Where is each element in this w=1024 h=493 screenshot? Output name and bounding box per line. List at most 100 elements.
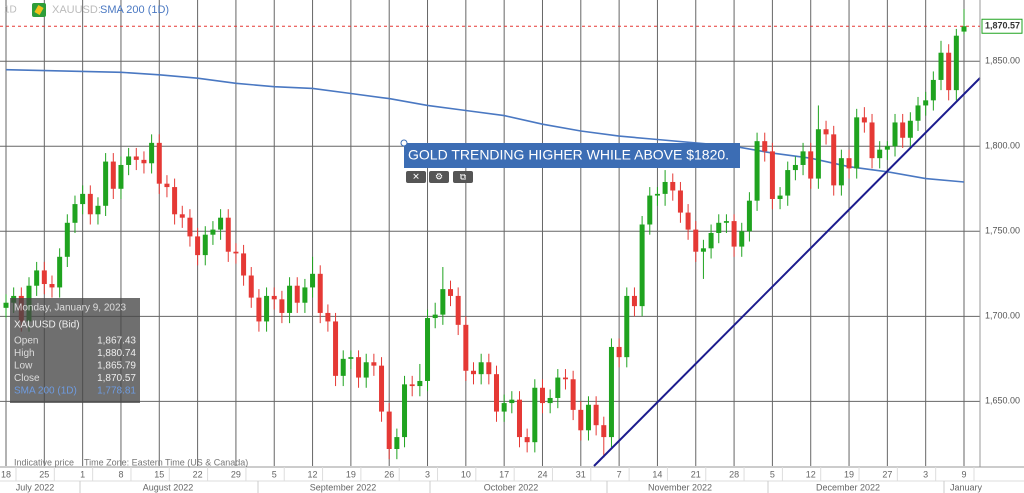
tooltip-value: 1,870.57 — [97, 373, 136, 384]
symbol-icon-bar — [34, 5, 44, 15]
footer-timezone: Time Zone: Eastern Time (US & Canada) — [84, 457, 248, 467]
month-label: January — [950, 482, 983, 492]
candle-body — [493, 374, 499, 412]
candle-body — [624, 295, 630, 358]
x-tick-label: 18 — [1, 469, 11, 479]
candle-body — [654, 193, 660, 196]
tooltip-value: 1,778.81 — [97, 386, 136, 397]
tooltip-label: Low — [14, 361, 33, 372]
tooltip-label: High — [14, 348, 35, 359]
x-tick-label: 5 — [770, 469, 775, 479]
candle-body — [838, 158, 844, 186]
delete-button[interactable] — [406, 171, 426, 183]
candle-body — [509, 399, 515, 404]
candle-body — [769, 151, 775, 199]
candle-body — [647, 195, 653, 225]
candle-body — [677, 190, 683, 213]
candle-body — [340, 358, 346, 376]
candle-body — [302, 287, 308, 303]
x-tick-label: 3 — [425, 469, 430, 479]
candle-body — [800, 151, 806, 165]
candle-body — [363, 362, 369, 378]
x-tick-label: 8 — [118, 469, 123, 479]
x-tick-label: 10 — [461, 469, 471, 479]
candle-body — [831, 134, 837, 186]
candle-body — [877, 149, 883, 159]
delete-icon: ✕ — [412, 171, 420, 181]
candle-body — [593, 404, 599, 426]
candle-body — [133, 156, 139, 160]
candle-body — [486, 362, 492, 375]
last-price-label: 1,870.57 — [985, 21, 1020, 31]
x-tick-label: 26 — [384, 469, 394, 479]
candle-body — [402, 384, 408, 438]
candle-body — [49, 284, 55, 288]
candle-body — [785, 170, 791, 196]
candle-body — [754, 141, 760, 201]
month-label: August 2022 — [143, 482, 194, 492]
footer-note: Indicative price — [14, 457, 74, 467]
candle-body — [708, 233, 714, 249]
candle-body — [915, 105, 921, 121]
candle-body — [555, 377, 561, 398]
x-tick-label: 27 — [882, 469, 892, 479]
y-tick-label: 1,650.00 — [985, 396, 1020, 406]
candle-body — [233, 251, 239, 254]
candle-body — [946, 52, 952, 91]
x-tick-label: 15 — [154, 469, 164, 479]
candle-body — [179, 214, 185, 218]
candle-body — [455, 295, 461, 325]
candle-body — [156, 142, 162, 184]
candle-body — [202, 234, 208, 256]
candle-body — [95, 205, 101, 215]
candle-body — [241, 253, 247, 276]
tooltip-rows: Open 1,867.43 High 1,880.74 Low 1,865.79 Close… — [14, 336, 136, 397]
candle-body — [923, 100, 929, 106]
x-tick-label: 19 — [346, 469, 356, 479]
candle-body — [762, 141, 768, 152]
x-tick-label: 28 — [729, 469, 739, 479]
candle-body — [892, 122, 898, 147]
candle-body — [463, 324, 469, 371]
annotation-text: GOLD TRENDING HIGHER WHILE ABOVE $1820. — [408, 147, 729, 163]
month-label: October 2022 — [484, 482, 539, 492]
settings-icon: ⚙ — [435, 171, 443, 181]
candle-body — [225, 217, 231, 252]
tooltip-value: 1,865.79 — [97, 361, 136, 372]
candle-body — [195, 236, 201, 256]
annotation-box[interactable] — [404, 143, 740, 168]
candle-body — [64, 222, 70, 257]
interval: 1D — [4, 5, 17, 16]
candle-body — [823, 129, 829, 135]
candle-body — [578, 409, 584, 431]
candle-body — [172, 187, 178, 215]
trend-line — [593, 77, 981, 467]
candle-body — [723, 221, 729, 223]
x-tick-label: 31 — [576, 469, 586, 479]
tooltip-symbol: XAUUSD (Bid) — [14, 320, 80, 331]
annotation-anchor[interactable] — [400, 139, 408, 147]
candle-body — [608, 346, 614, 438]
candle-body — [601, 425, 607, 438]
candle-body — [961, 26, 967, 32]
tooltip-value: 1,880.74 — [97, 348, 136, 359]
candle-body — [539, 387, 545, 404]
tooltip-value: 1,867.43 — [97, 336, 136, 347]
candle-body — [777, 195, 783, 199]
settings-button[interactable] — [429, 171, 449, 183]
candle-body — [448, 289, 454, 296]
candle-body — [524, 437, 530, 443]
candle-body — [394, 437, 400, 449]
candle-body — [110, 161, 116, 189]
copy-button[interactable] — [453, 171, 473, 183]
candle-body — [41, 270, 47, 285]
candle-body — [685, 212, 691, 230]
candle-body — [287, 285, 293, 313]
candle-body — [570, 379, 576, 410]
month-label: November 2022 — [648, 482, 712, 492]
candle-body — [325, 312, 331, 322]
candle-body — [218, 217, 224, 230]
candle-body — [670, 181, 676, 191]
candle-body — [938, 52, 944, 80]
